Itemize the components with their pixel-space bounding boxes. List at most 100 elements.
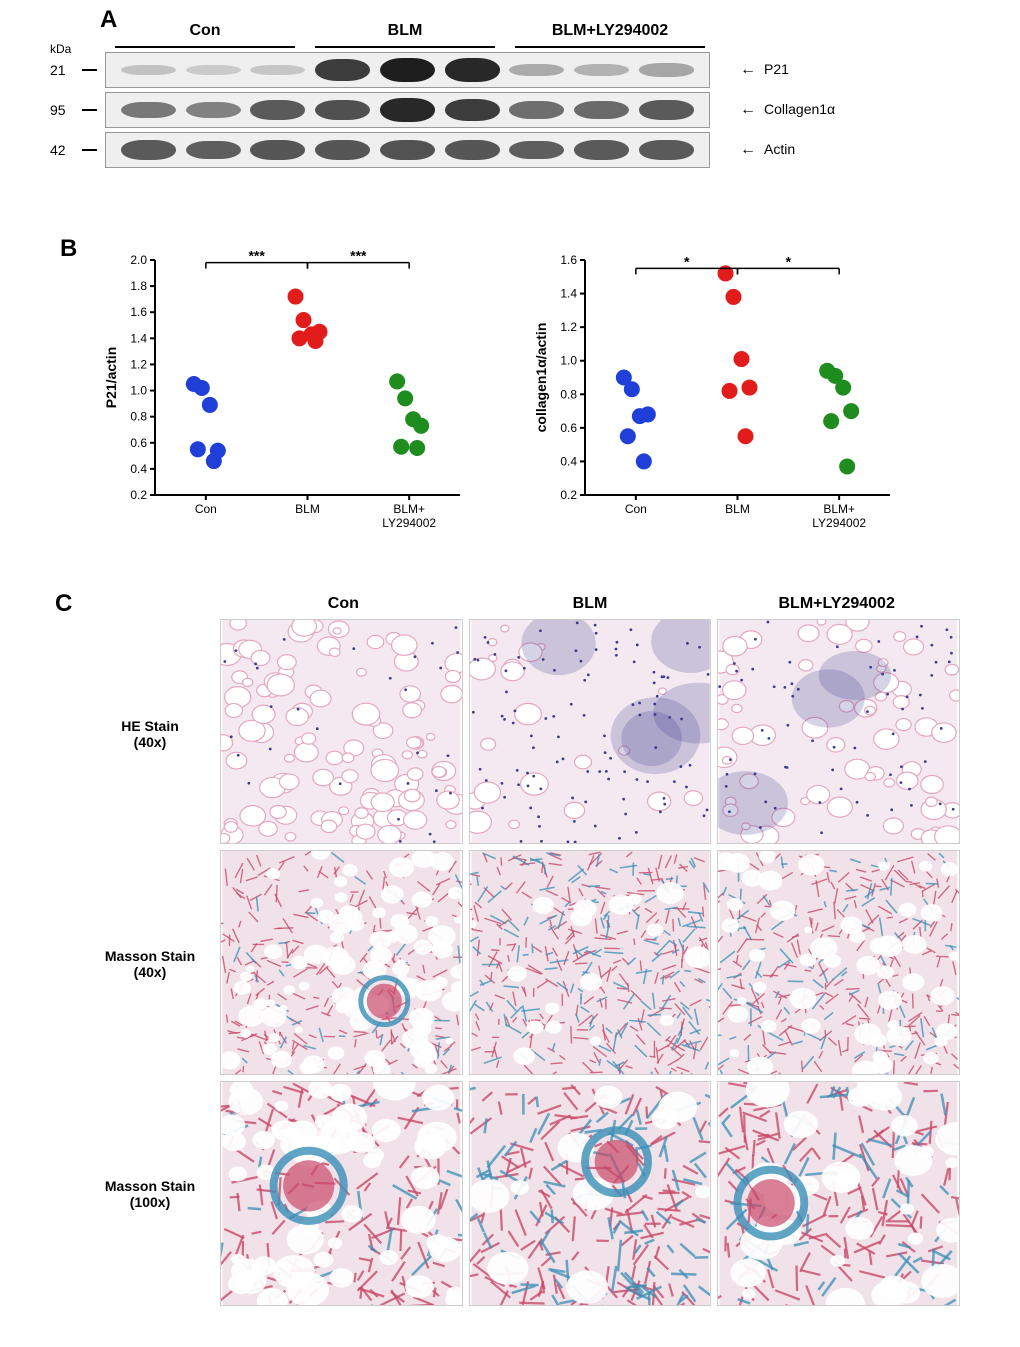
data-point [194, 380, 210, 396]
blot-band [121, 140, 176, 159]
blot-band [639, 63, 694, 76]
histology-row-label: HE Stain(40x) [80, 619, 220, 849]
blot-group-blm: BLM [315, 22, 495, 40]
histology-image [717, 850, 960, 1075]
arrow-icon [740, 141, 760, 159]
svg-text:0.2: 0.2 [130, 488, 147, 502]
histology-image [220, 619, 463, 844]
svg-text:Con: Con [195, 502, 217, 516]
blot-band [121, 102, 176, 119]
blot-band [574, 64, 629, 76]
histology-image [469, 619, 712, 844]
data-point [843, 403, 859, 419]
histology-row [220, 850, 960, 1075]
mw-tick [82, 109, 97, 111]
panel-a-western-blot: kDa Con BLM BLM+LY294002 21P2195Collagen… [90, 20, 920, 170]
svg-text:1.0: 1.0 [130, 384, 147, 398]
data-point [742, 380, 758, 396]
panel-b-charts: 0.20.40.60.81.01.21.41.61.82.0P21/actinC… [100, 240, 920, 570]
svg-text:LY294002: LY294002 [812, 516, 866, 530]
svg-text:1.4: 1.4 [560, 287, 577, 301]
data-point [640, 406, 656, 422]
chart-collagen: 0.20.40.60.81.01.21.41.6collagen1α/actin… [530, 240, 900, 550]
histology-row-label: Masson Stain(100x) [80, 1079, 220, 1309]
data-point [202, 397, 218, 413]
mw-tick [82, 69, 97, 71]
blot-strip [105, 132, 710, 168]
histology-image [717, 1081, 960, 1306]
data-point [389, 373, 405, 389]
mw-tick [82, 149, 97, 151]
svg-text:0.8: 0.8 [560, 387, 577, 401]
blot-band [250, 100, 305, 119]
arrow-icon [740, 101, 760, 119]
blot-band [380, 58, 435, 82]
svg-text:BLM: BLM [725, 502, 750, 516]
svg-text:1.8: 1.8 [130, 279, 147, 293]
mw-label: 95 [50, 102, 66, 118]
blot-strip [105, 92, 710, 128]
blot-band [509, 141, 564, 160]
svg-text:1.2: 1.2 [130, 357, 147, 371]
blot-band [186, 65, 241, 75]
panel-b-label: B [60, 235, 77, 263]
data-point [393, 439, 409, 455]
blot-row-collagen1: 95Collagen1α [90, 90, 920, 130]
blot-row-p21: 21P21 [90, 50, 920, 90]
data-point [296, 312, 312, 328]
data-point [726, 289, 742, 305]
mw-label: 21 [50, 62, 66, 78]
svg-text:P21/actin: P21/actin [103, 347, 119, 408]
data-point [397, 390, 413, 406]
blot-band [639, 100, 694, 119]
protein-label: Actin [740, 141, 795, 159]
svg-text:0.8: 0.8 [130, 410, 147, 424]
histology-row [220, 1081, 960, 1306]
svg-text:BLM: BLM [295, 502, 320, 516]
data-point [734, 351, 750, 367]
panel-c-histology: Con BLM BLM+LY294002 HE Stain(40x) Masson… [80, 595, 960, 1309]
svg-text:0.4: 0.4 [560, 454, 577, 468]
histology-column-headers: Con BLM BLM+LY294002 [220, 595, 960, 619]
data-point [620, 428, 636, 444]
svg-text:2.0: 2.0 [130, 253, 147, 267]
svg-text:*: * [684, 253, 690, 269]
blot-band [186, 141, 241, 160]
blot-band [574, 140, 629, 159]
data-point [839, 458, 855, 474]
data-point [409, 440, 425, 456]
histology-row [220, 619, 960, 844]
kda-label: kDa [50, 42, 71, 56]
svg-text:Con: Con [625, 502, 647, 516]
svg-text:1.2: 1.2 [560, 320, 577, 334]
blot-band [250, 140, 305, 160]
svg-text:***: *** [350, 248, 367, 264]
data-point [636, 453, 652, 469]
svg-text:0.6: 0.6 [560, 421, 577, 435]
data-point [413, 418, 429, 434]
blot-band [639, 140, 694, 159]
blot-group-header: Con BLM BLM+LY294002 [90, 20, 920, 50]
svg-text:LY294002: LY294002 [382, 516, 436, 530]
blot-group-con: Con [115, 22, 295, 40]
histology-image [220, 850, 463, 1075]
data-point [738, 428, 754, 444]
histology-image [220, 1081, 463, 1306]
blot-band [445, 140, 500, 160]
histology-image [717, 619, 960, 844]
data-point [835, 380, 851, 396]
protein-label: P21 [740, 61, 789, 79]
svg-text:BLM+: BLM+ [823, 502, 855, 516]
blot-band [574, 101, 629, 119]
blot-band [445, 58, 500, 81]
histology-col-con: Con [220, 595, 467, 619]
blot-band [380, 98, 435, 121]
data-point [823, 413, 839, 429]
blot-band [315, 59, 370, 81]
svg-text:*: * [786, 253, 792, 269]
blot-band [186, 102, 241, 118]
svg-text:0.6: 0.6 [130, 436, 147, 450]
data-point [292, 330, 308, 346]
svg-text:1.4: 1.4 [130, 331, 147, 345]
svg-text:0.2: 0.2 [560, 488, 577, 502]
